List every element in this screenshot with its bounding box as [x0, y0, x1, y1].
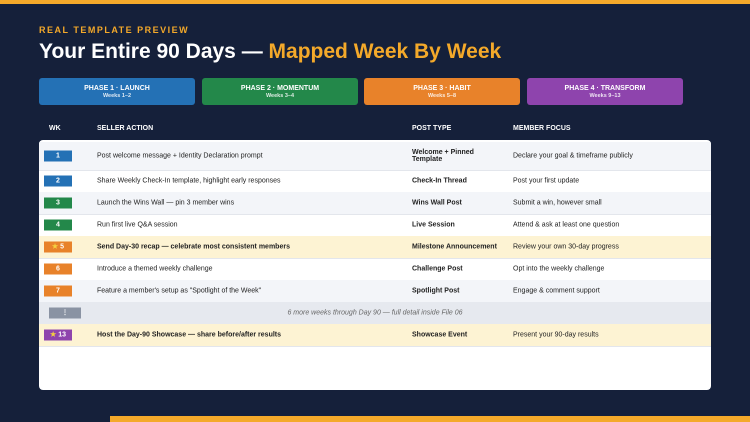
- post-type: Challenge Post: [412, 265, 463, 273]
- phase-card: PHASE 4 · TRANSFORM Weeks 9–13: [527, 78, 683, 105]
- seller-action: Introduce a themed weekly challenge: [97, 265, 213, 273]
- phase-name: PHASE 4 · TRANSFORM: [564, 85, 646, 92]
- table-row: ★ 5 Send Day-30 recap — celebrate most co…: [39, 236, 711, 259]
- table-row: ★ 13 Host the Day-90 Showcase — share bef…: [39, 324, 711, 347]
- week-badge: 7: [44, 285, 72, 297]
- post-type: Milestone Announcement: [412, 243, 497, 251]
- seller-action: Send Day-30 recap — celebrate most consi…: [97, 243, 290, 251]
- phase-card: PHASE 2 · MOMENTUM Weeks 3–4: [202, 78, 358, 105]
- phase-card: PHASE 1 · LAUNCH Weeks 1–2: [39, 78, 195, 105]
- bottom-bar: [110, 416, 750, 422]
- eyebrow: REAL TEMPLATE PREVIEW: [39, 25, 190, 35]
- table-row: 4 Run first live Q&A session Live Session A…: [39, 214, 711, 237]
- seller-action: Host the Day-90 Showcase — share before/…: [97, 331, 282, 339]
- week-number: 5: [60, 243, 65, 251]
- week-badge: 4: [44, 219, 72, 231]
- week-number: 1: [56, 152, 60, 160]
- title-highlight: Mapped Week By Week: [268, 40, 502, 63]
- seller-action: Feature a member's setup as "Spotlight o…: [97, 287, 262, 295]
- star-icon: ★: [49, 331, 59, 339]
- seller-action: Post welcome message + Identity Declarat…: [97, 152, 263, 160]
- week-number: 7: [56, 287, 60, 295]
- phase-weeks: Weeks 9–13: [589, 93, 621, 99]
- top-bar: [0, 0, 750, 4]
- phase-name: PHASE 3 · HABIT: [413, 85, 471, 92]
- week-number: 13: [58, 331, 67, 339]
- column-header: POST TYPE: [412, 125, 452, 132]
- week-badge: 6: [44, 263, 72, 275]
- week-badge: 3: [44, 197, 72, 209]
- post-type: Check-In Thread: [412, 177, 467, 185]
- member-focus: Review your own 30-day progress: [513, 243, 619, 251]
- title-start: Your Entire 90 Days —: [39, 40, 269, 63]
- column-header: SELLER ACTION: [97, 125, 154, 132]
- member-focus: Attend & ask at least one question: [513, 221, 620, 229]
- member-focus: Engage & comment support: [513, 287, 600, 295]
- table: 1 Post welcome message + Identity Declara…: [39, 140, 711, 390]
- week-badge: 1: [44, 150, 72, 162]
- post-type: Spotlight Post: [412, 287, 460, 295]
- member-focus: Declare your goal & timeframe publicly: [513, 152, 633, 160]
- post-type: Wins Wall Post: [412, 199, 462, 207]
- title: Your Entire 90 Days — Mapped Week By Wee…: [39, 40, 501, 64]
- phase-weeks: Weeks 3–4: [265, 93, 295, 99]
- star-icon: ★: [51, 243, 61, 251]
- seller-action: Run first live Q&A session: [97, 221, 178, 229]
- post-type: Showcase Event: [412, 331, 468, 339]
- seller-action: Share Weekly Check-In template, highligh…: [97, 177, 281, 185]
- week-number: 6: [56, 265, 60, 273]
- note-text: 6 more weeks through Day 90 — full detai…: [287, 309, 463, 317]
- week-badge: 2: [44, 175, 72, 187]
- phase-weeks: Weeks 5–8: [427, 93, 457, 99]
- phase-card: PHASE 3 · HABIT Weeks 5–8: [364, 78, 520, 105]
- column-header: MEMBER FOCUS: [513, 125, 571, 132]
- member-focus: Post your first update: [513, 177, 580, 185]
- table-row: ⋮ 6 more weeks through Day 90 — full deta…: [39, 302, 711, 325]
- phase-name: PHASE 1 · LAUNCH: [84, 85, 150, 92]
- member-focus: Present your 90-day results: [513, 331, 599, 339]
- week-number: 2: [56, 177, 60, 185]
- week-number: 3: [56, 199, 60, 207]
- member-focus: Opt into the weekly challenge: [513, 265, 605, 273]
- table-row: 2 Share Weekly Check-In template, highlig…: [39, 170, 711, 193]
- week-number: ⋮: [61, 309, 69, 317]
- week-badge: ★ 5: [44, 241, 72, 253]
- week-badge: ★ 13: [44, 329, 72, 341]
- phase-weeks: Weeks 1–2: [102, 93, 132, 99]
- member-focus: Submit a win, however small: [513, 199, 602, 207]
- post-type: Live Session: [412, 221, 455, 229]
- week-number: 4: [56, 221, 60, 229]
- table-row: 3 Launch the Wins Wall — pin 3 member win…: [39, 192, 711, 215]
- seller-action: Launch the Wins Wall — pin 3 member wins: [97, 199, 235, 207]
- post-type: Welcome + Pinned Template: [412, 149, 474, 163]
- column-header: WK: [49, 125, 61, 132]
- phase-name: PHASE 2 · MOMENTUM: [240, 85, 320, 92]
- table-row: 7 Feature a member's setup as "Spotlight …: [39, 280, 711, 303]
- week-badge: ⋮: [49, 307, 81, 319]
- table-row: 6 Introduce a themed weekly challenge Chal…: [39, 258, 711, 281]
- table-row: 1 Post welcome message + Identity Declara…: [39, 142, 711, 171]
